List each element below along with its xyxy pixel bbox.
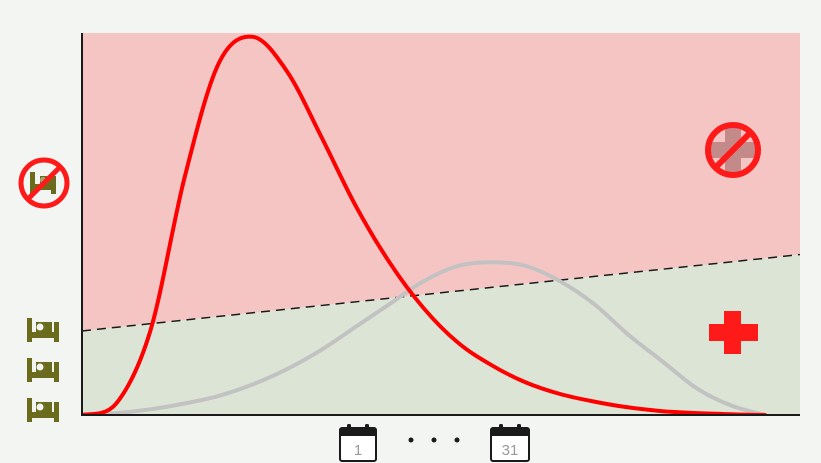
hospital-bed-icon [27, 318, 59, 342]
hospital-bed-stack [27, 318, 59, 422]
calendar-end-day: 31 [502, 442, 519, 459]
hospital-bed-icon [27, 358, 59, 382]
unmitigated-curve [82, 34, 767, 415]
calendar-icon: 31 [490, 424, 530, 462]
calendar-start-day: 1 [354, 442, 362, 459]
ellipsis [408, 437, 460, 443]
medical-cross-icon [709, 311, 758, 354]
no-medical-care-icon [705, 122, 761, 178]
plot-area [81, 33, 801, 415]
flattened-curve [82, 260, 767, 415]
capacity-line [81, 253, 801, 332]
no-hospital-bed-icon [18, 157, 70, 209]
capacity-zone [82, 254, 800, 415]
overload-zone [82, 33, 800, 331]
calendar-icon: 1 [339, 424, 377, 462]
series-layer [82, 34, 767, 415]
hospital-bed-icon [27, 398, 59, 422]
